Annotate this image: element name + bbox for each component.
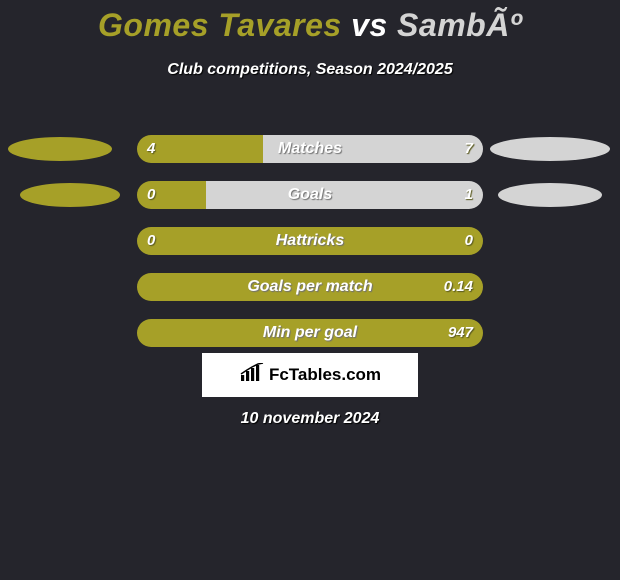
player-ellipse-left [20, 183, 120, 207]
stat-bar [137, 319, 483, 347]
player-ellipse-left [8, 137, 112, 161]
stat-bar [137, 273, 483, 301]
stat-bar-right [206, 181, 483, 209]
brand-box: FcTables.com [202, 353, 418, 397]
stat-bar-left [137, 319, 483, 347]
stat-value-left: 4 [147, 135, 155, 163]
title-player-left: Gomes Tavares [98, 7, 342, 43]
subtitle: Club competitions, Season 2024/2025 [0, 61, 620, 79]
stat-value-right: 0 [465, 227, 473, 255]
stat-row: 01Goals [0, 171, 620, 217]
stat-value-right: 1 [465, 181, 473, 209]
stat-bar-left [137, 273, 483, 301]
stat-value-left: 0 [147, 181, 155, 209]
stat-bar-left [137, 135, 263, 163]
stat-value-right: 0.14 [444, 273, 473, 301]
stat-value-left: 0 [147, 227, 155, 255]
stats-container: 47Matches01Goals00Hattricks0.14Goals per… [0, 125, 620, 355]
stat-row: 00Hattricks [0, 217, 620, 263]
stat-bar-right [263, 135, 483, 163]
stat-value-right: 947 [448, 319, 473, 347]
stat-bar [137, 181, 483, 209]
player-ellipse-right [498, 183, 602, 207]
title-player-right: SambÃº [397, 7, 522, 43]
brand-text: FcTables.com [269, 365, 381, 385]
page-title: Gomes Tavares vs SambÃº [0, 0, 620, 43]
brand-chart-icon [239, 363, 265, 388]
player-ellipse-right [490, 137, 610, 161]
date-line: 10 november 2024 [0, 410, 620, 428]
stat-row: 947Min per goal [0, 309, 620, 355]
stat-row: 0.14Goals per match [0, 263, 620, 309]
stat-bar [137, 227, 483, 255]
stat-row: 47Matches [0, 125, 620, 171]
stat-bar-left [137, 227, 483, 255]
stat-value-right: 7 [465, 135, 473, 163]
stat-bar [137, 135, 483, 163]
title-vs: vs [351, 7, 388, 43]
